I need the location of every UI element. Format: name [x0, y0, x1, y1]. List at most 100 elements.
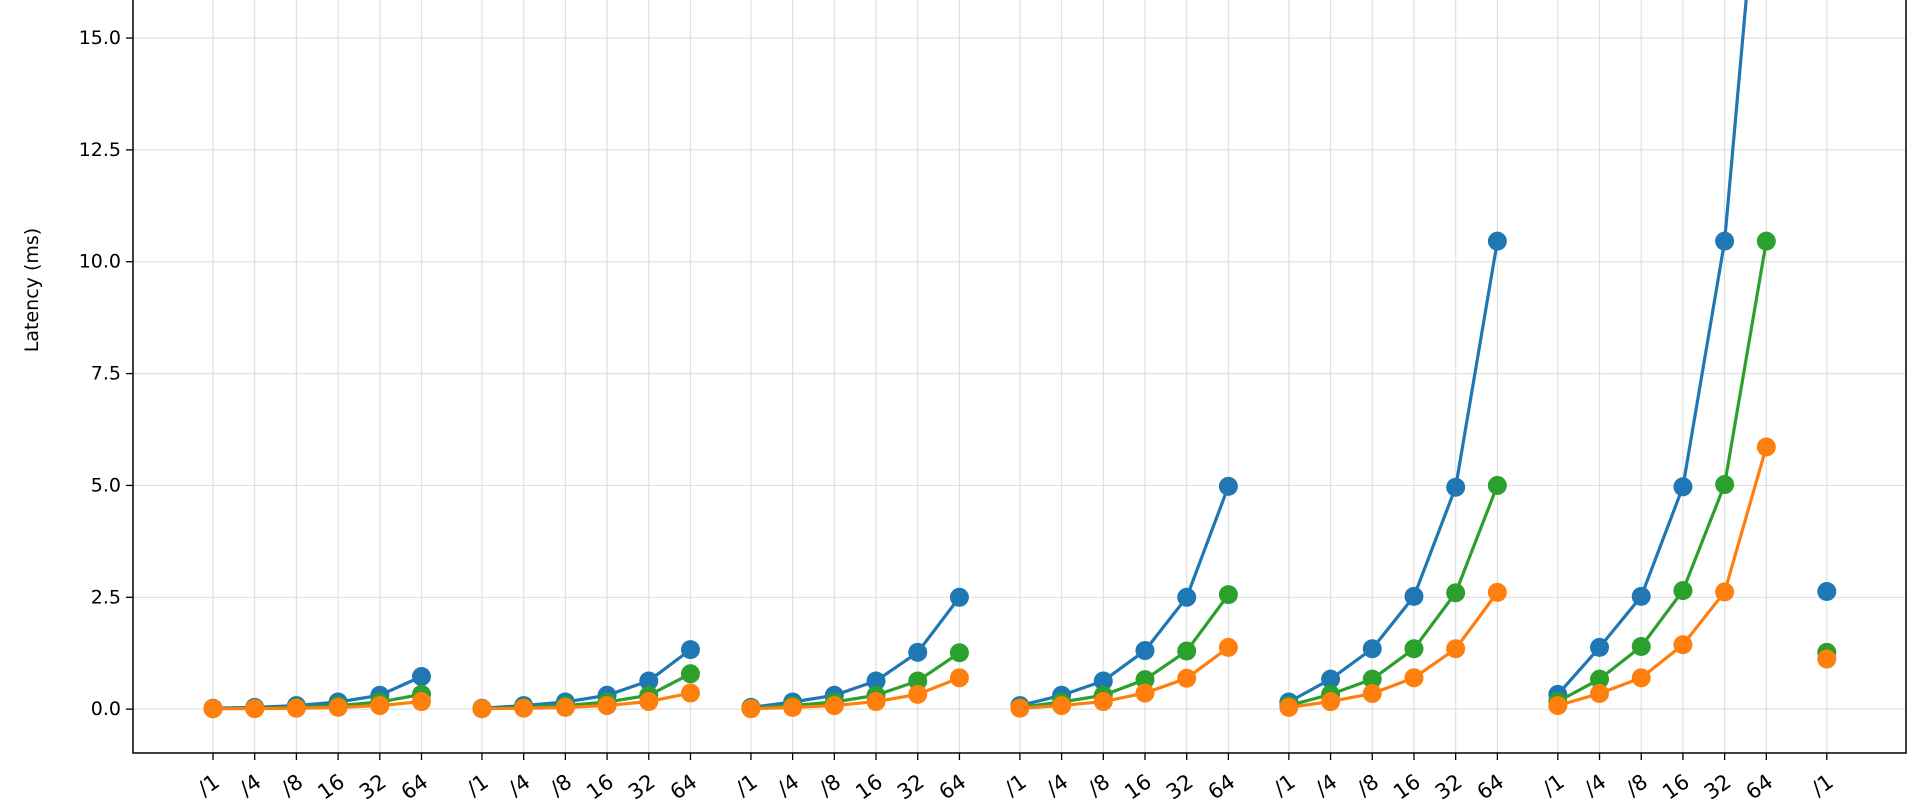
data-point-orange: [1590, 683, 1610, 703]
data-point-orange: [741, 699, 761, 719]
series-line-green: [481, 672, 692, 711]
y-tick-label: 15.0: [79, 27, 121, 49]
x-tick-label: 64: [1473, 769, 1509, 800]
data-point-blue: [1673, 477, 1693, 497]
x-tick-label: 16: [582, 769, 618, 800]
data-point-orange: [1135, 683, 1155, 703]
x-tick-label: /4: [504, 769, 535, 800]
data-point-orange: [245, 699, 265, 719]
data-point-blue: [1715, 231, 1735, 251]
data-point-orange: [1218, 637, 1238, 657]
data-point-orange: [1279, 697, 1299, 717]
x-tick-label: /8: [1622, 769, 1653, 800]
data-point-orange: [328, 697, 348, 717]
x-tick-label: /4: [235, 769, 266, 800]
y-axis-label: Latency (ms): [21, 228, 43, 352]
data-point-green: [1218, 585, 1238, 605]
series-line-green: [1288, 484, 1499, 708]
data-point-blue: [1487, 231, 1507, 251]
x-tick-label: /8: [815, 769, 846, 800]
x-tick-label: /4: [1580, 769, 1611, 800]
x-tick-label: 16: [1389, 769, 1425, 800]
x-tick-label: /8: [277, 769, 308, 800]
data-point-orange: [412, 692, 431, 712]
x-tick-label: /4: [1042, 769, 1073, 800]
data-point-green: [680, 664, 700, 684]
y-tick-label: 5.0: [91, 474, 121, 496]
series-line-green: [1019, 593, 1230, 709]
series-line-blue: [1019, 485, 1230, 708]
y-tick-label: 0.0: [91, 698, 121, 720]
data-point-orange: [1177, 668, 1197, 688]
data-point-orange: [1362, 683, 1382, 703]
x-tick-label: /8: [1084, 769, 1115, 800]
x-tick-label: /1: [1538, 769, 1569, 800]
data-point-green: [949, 643, 969, 663]
x-tick-label: 32: [624, 769, 660, 800]
y-tick-label: 12.5: [79, 139, 121, 161]
x-tick-label: /1: [1000, 769, 1031, 800]
data-point-orange: [1817, 649, 1837, 669]
data-point-blue: [1446, 477, 1466, 497]
x-tick-label: 64: [397, 769, 433, 800]
x-tick-label: /1: [193, 769, 224, 800]
data-point-orange: [1715, 582, 1735, 602]
x-tick-label: /8: [546, 769, 577, 800]
data-point-blue: [1817, 581, 1837, 601]
x-tick-label: 32: [893, 769, 929, 800]
data-point-blue: [949, 587, 969, 607]
data-point-orange: [597, 696, 617, 716]
x-tick-label: /1: [1807, 769, 1838, 800]
x-tick-label: /8: [1353, 769, 1384, 800]
data-point-orange: [1446, 639, 1466, 659]
x-tick-label: 16: [1658, 769, 1694, 800]
x-tick-label: /1: [731, 769, 762, 800]
data-point-orange: [203, 699, 223, 719]
data-point-blue: [412, 666, 431, 686]
data-point-orange: [1756, 437, 1776, 457]
data-point-blue: [1177, 587, 1197, 607]
x-tick-label: 64: [1204, 769, 1240, 800]
data-point-orange: [908, 684, 928, 704]
x-tick-label: 32: [355, 769, 391, 800]
data-point-blue: [1093, 671, 1113, 691]
x-tick-label: 16: [313, 769, 349, 800]
data-point-blue: [1218, 476, 1238, 496]
data-point-orange: [1321, 692, 1341, 712]
data-point-green: [908, 671, 928, 691]
y-tick-label: 7.5: [91, 363, 121, 385]
x-tick-label: /4: [773, 769, 804, 800]
x-tick-label: /1: [1269, 769, 1300, 800]
data-point-orange: [1673, 635, 1693, 655]
data-point-orange: [1404, 668, 1424, 688]
data-point-orange: [370, 696, 390, 716]
grid: [133, 0, 1906, 753]
data-point-orange: [639, 692, 659, 712]
data-point-orange: [555, 697, 575, 717]
data-point-green: [1673, 581, 1693, 601]
x-tick-label: 32: [1700, 769, 1736, 800]
data-point-orange: [1631, 668, 1651, 688]
data-point-orange: [949, 668, 969, 688]
data-point-orange: [1093, 692, 1113, 712]
data-point-green: [1631, 637, 1651, 657]
x-tick-label: 16: [851, 769, 887, 800]
data-point-blue: [680, 640, 700, 660]
data-point-blue: [908, 642, 928, 662]
data-point-blue: [1590, 637, 1610, 657]
data-point-green: [1715, 475, 1735, 495]
data-point-blue: [1404, 586, 1424, 606]
data-point-blue: [1631, 586, 1651, 606]
x-tick-label: 16: [1120, 769, 1156, 800]
series-lines: [203, 0, 1837, 719]
data-point-orange: [1548, 696, 1568, 716]
data-point-blue: [1135, 641, 1155, 661]
data-point-orange: [680, 683, 700, 703]
x-tick-label: 32: [1431, 769, 1467, 800]
data-point-green: [1135, 670, 1155, 690]
data-point-green: [1362, 669, 1382, 689]
x-tick-label: 64: [935, 769, 971, 800]
data-point-orange: [866, 692, 886, 712]
data-point-orange: [286, 698, 306, 718]
